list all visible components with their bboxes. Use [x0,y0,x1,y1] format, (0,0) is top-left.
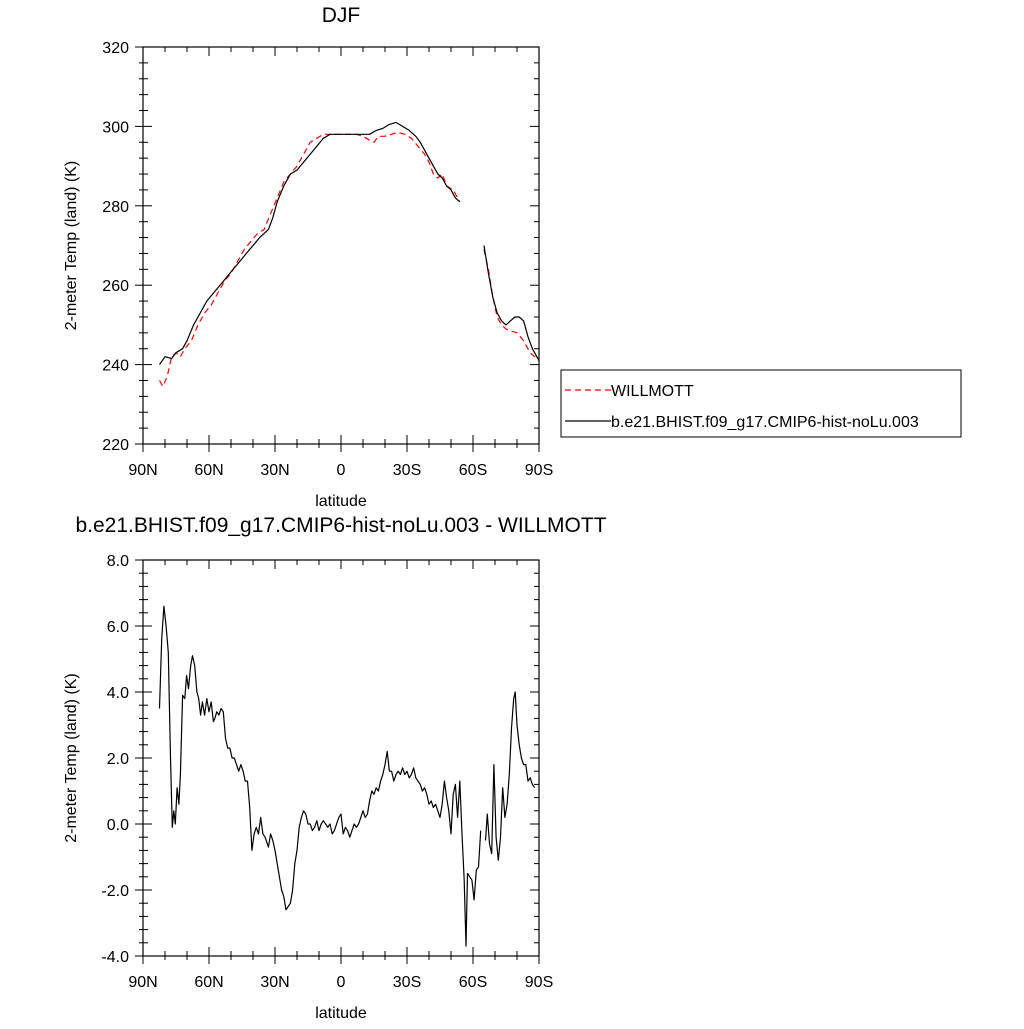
x-tick-label: 0 [337,462,346,479]
y-tick-label: 0.0 [107,817,129,834]
series-line-b-e21-bhist-f09-g17-cmip6-hist-nolu-003-seg-2 [483,245,539,361]
y-tick-label: 220 [102,437,129,454]
x-tick-label: 60N [194,974,223,991]
y-tick-label: 2.0 [107,751,129,768]
series-line-willmott-seg-1 [158,131,461,387]
chart-panel-1: DJF 220 240 260 280 300 320 90N 60N 30N 0 30S 60S 90S… [63,4,962,510]
x-tick-label: 90N [128,462,157,479]
y-axis-label: 2-meter Temp (land) (K) [63,673,80,843]
chart-panel-2: b.e21.BHIST.f09_g17.CMIP6-hist-noLu.003 … [63,514,607,1022]
x-axis-label: latitude [315,1005,367,1022]
x-tick-label: 60N [194,462,223,479]
legend-label: WILLMOTT [611,383,694,400]
y-tick-label: 300 [102,119,129,136]
y-tick-label: 8.0 [107,553,129,570]
x-tick-label: 30S [393,974,421,991]
x-tick-label: 60S [459,462,487,479]
x-tick-label: 30S [393,462,421,479]
plot-frame [142,46,540,445]
chart-title: b.e21.BHIST.f09_g17.CMIP6-hist-noLu.003 … [75,514,606,537]
y-tick-label: 320 [102,40,129,57]
x-tick-label: 60S [459,974,487,991]
x-axis-label: latitude [315,493,367,510]
y-tick-label: 4.0 [107,685,129,702]
x-tick-label: 30N [260,462,289,479]
x-tick-label: 0 [337,974,346,991]
y-tick-label: -2.0 [101,883,129,900]
y-tick-label: 6.0 [107,619,129,636]
y-tick-label: -4.0 [101,949,129,966]
legend-box [560,369,962,438]
legend-label: b.e21.BHIST.f09_g17.CMIP6-hist-noLu.003 [611,414,919,431]
series-line-b-e21-bhist-f09-g17-cmip6-hist-nolu-003-seg-1 [159,121,461,365]
x-tick-label: 30N [260,974,289,991]
y-tick-label: 280 [102,199,129,216]
x-tick-label: 90S [525,462,553,479]
x-tick-label: 90N [128,974,157,991]
y-tick-label: 240 [102,358,129,375]
x-tick-label: 90S [525,974,553,991]
legend: WILLMOTT b.e21.BHIST.f09_g17.CMIP6-hist-n… [560,369,962,438]
plot-frame [142,559,540,957]
series-line-difference-seg-2 [484,691,536,861]
chart-title: DJF [322,4,361,27]
y-tick-label: 260 [102,278,129,295]
y-axis-label: 2-meter Temp (land) (K) [63,161,80,331]
series-line-difference-seg-1 [158,605,482,947]
